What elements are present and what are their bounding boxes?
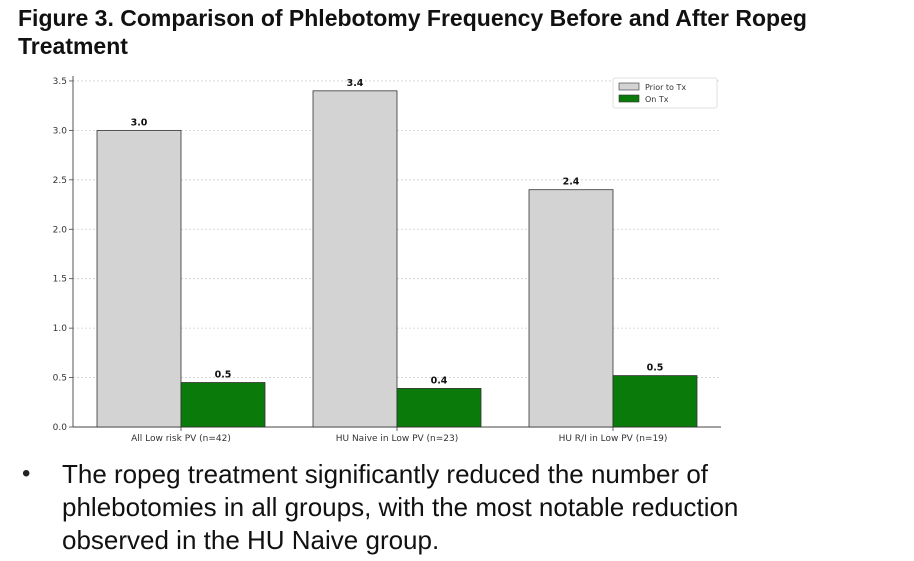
bar: [528, 189, 614, 428]
figure-title: Figure 3. Comparison of Phlebotomy Frequ…: [18, 5, 807, 59]
y-tick-label: 2.5: [53, 176, 67, 186]
takeaway-bullet: • The ropeg treatment significantly redu…: [22, 458, 862, 557]
bar: [612, 375, 698, 428]
bar-value-label: 0.5: [215, 370, 232, 381]
bar: [396, 388, 482, 428]
y-tick-label: 3.5: [53, 77, 67, 87]
bar-value-label: 2.4: [563, 177, 580, 188]
bar-chart: 0.0 0.5 1.0 1.5 2.0 2.5 3.0 3.5 All Low risk PV …: [53, 76, 721, 444]
legend-swatch: [618, 82, 640, 91]
y-tick-label: 1.0: [53, 324, 68, 334]
bar: [312, 90, 398, 428]
legend-label: Prior to Tx: [645, 83, 686, 92]
y-tick-label: 1.5: [53, 275, 67, 285]
legend-swatch: [618, 94, 640, 103]
y-tick-label: 3.0: [53, 126, 68, 136]
bar: [180, 382, 266, 428]
takeaway-text: The ropeg treatment significantly reduce…: [62, 459, 739, 555]
bar: [96, 129, 182, 428]
bullet-marker: •: [22, 460, 31, 487]
legend: Prior to Tx On Tx: [612, 77, 718, 109]
bar-value-label: 3.0: [131, 117, 148, 128]
x-tick-label: HU R/I in Low PV (n=19): [559, 434, 668, 444]
x-tick-label: HU Naive in Low PV (n=23): [336, 434, 459, 444]
y-tick-label: 0.5: [53, 374, 67, 384]
y-tick-label: 2.0: [53, 225, 68, 235]
bar-value-label: 0.5: [647, 363, 664, 374]
bar-value-label: 0.4: [431, 375, 448, 386]
legend-label: On Tx: [645, 95, 669, 104]
y-tick-label: 0.0: [53, 423, 68, 433]
data-labels: 3.0 0.5 3.4 0.4 2.4 0.5: [131, 78, 664, 387]
bar-value-label: 3.4: [347, 78, 364, 89]
x-tick-label: All Low risk PV (n=42): [131, 434, 231, 444]
bars: [96, 90, 698, 428]
